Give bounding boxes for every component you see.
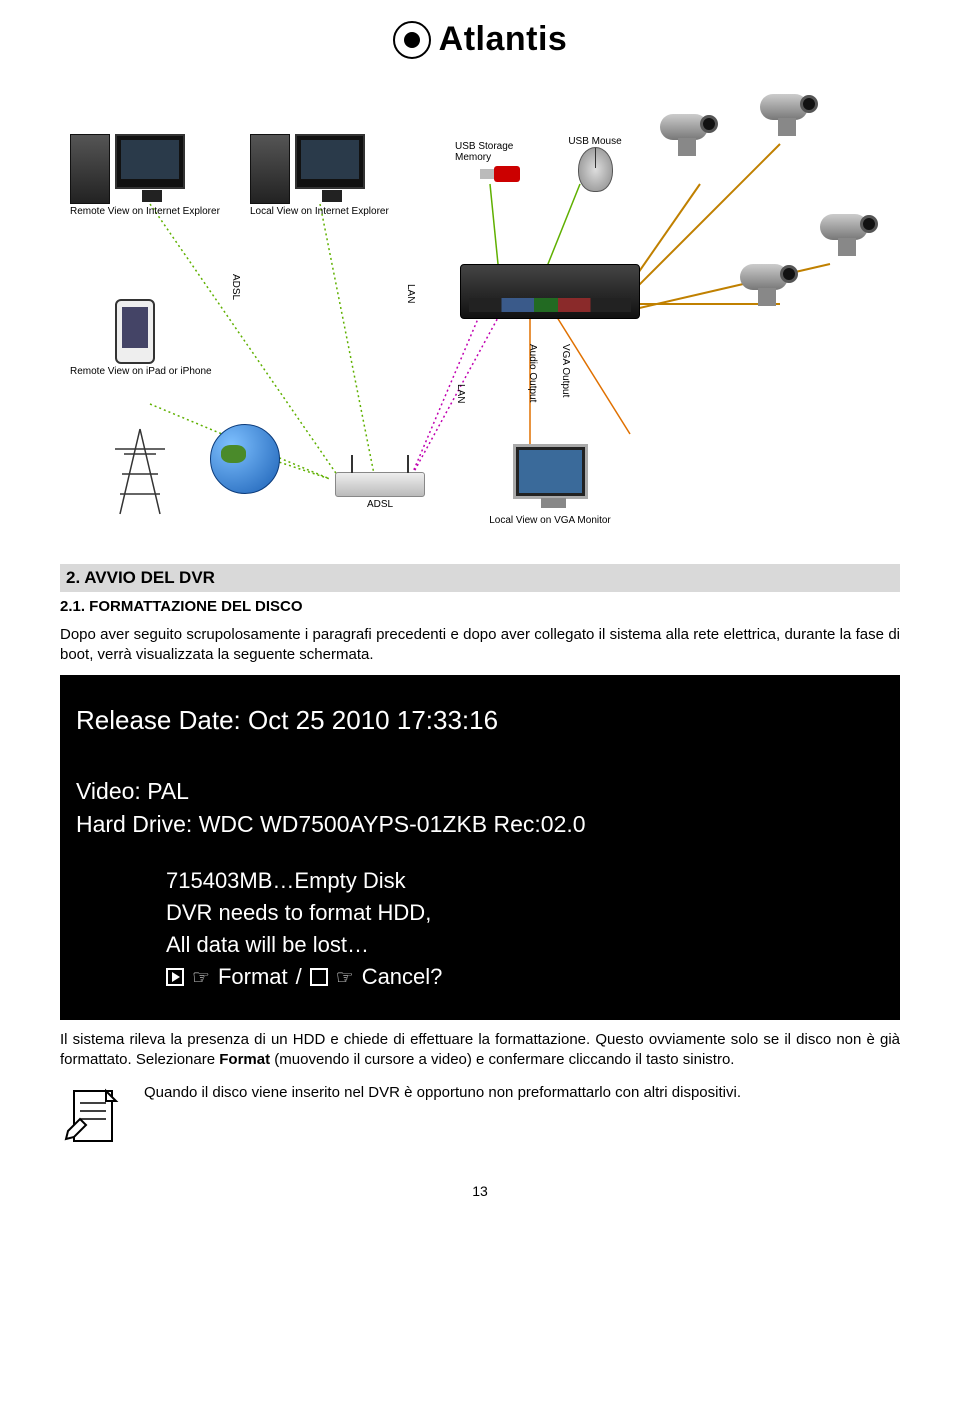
after-paragraph: Il sistema rileva la presenza di un HDD … [60,1030,900,1071]
section-subheading: 2.1. FORMATTAZIONE DEL DISCO [60,598,900,615]
section-heading: 2. AVVIO DEL DVR [60,564,900,592]
node-camera-4 [820,214,890,254]
note-row: Quando il disco viene inserito nel DVR è… [60,1083,900,1153]
stop-icon [310,968,328,986]
node-router: ADSL [320,472,440,510]
ss-hdd: Hard Drive: WDC WD7500AYPS-01ZKB Rec:02.… [76,811,884,838]
label-audio-out: Audio Output [527,344,538,402]
label-local-vga: Local View on VGA Monitor [480,515,620,526]
node-usb-mouse: USB Mouse [560,134,630,192]
ss-cancel: Cancel? [362,964,443,990]
label-local-ie: Local View on Internet Explorer [250,206,389,217]
play-icon [166,968,184,986]
label-usb-mouse: USB Mouse [560,136,630,147]
note-text: Quando il disco viene inserito nel DVR è… [144,1083,741,1103]
ss-format: Format [218,964,288,990]
node-vga-monitor: Local View on VGA Monitor [480,444,620,526]
label-lan-v2: LAN [455,384,466,403]
hand-icon-2: ☞ [336,965,354,990]
connection-diagram: Remote View on Internet Explorer Local V… [60,84,900,544]
label-usb-storage: USB Storage Memory [455,141,545,163]
node-camera-2 [760,94,830,134]
ss-video: Video: PAL [76,778,884,805]
label-remote-ie: Remote View on Internet Explorer [70,206,220,217]
logo-text: Atlantis [439,20,568,59]
label-adsl-v: ADSL [230,274,241,300]
ss-release: Release Date: Oct 25 2010 17:33:16 [76,705,884,736]
node-camera-3 [740,264,810,304]
intro-paragraph: Dopo aver seguito scrupolosamente i para… [60,625,900,666]
node-pylon [110,424,170,522]
ss-format-row: ☞ Format / ☞ Cancel? [166,964,884,990]
after-text-2: (muovendo il cursore a video) e conferma… [270,1051,734,1068]
node-camera-1 [660,114,730,154]
after-bold: Format [219,1051,270,1068]
ss-lost: All data will be lost… [166,932,884,958]
pylon-icon [110,424,170,519]
logo-icon [393,21,431,59]
node-remote-pc: Remote View on Internet Explorer [70,104,220,217]
page-number: 13 [60,1183,900,1199]
label-adsl-router: ADSL [320,499,440,510]
hand-icon-1: ☞ [192,965,210,990]
header-logo: Atlantis [60,20,900,64]
ss-size: 715403MB…Empty Disk [166,868,884,894]
boot-screenshot: Release Date: Oct 25 2010 17:33:16 Video… [60,675,900,1020]
label-remote-ipad: Remote View on iPad or iPhone [70,366,200,377]
node-globe [210,424,280,494]
ss-need: DVR needs to format HDD, [166,900,884,926]
node-local-pc: Local View on Internet Explorer [250,104,389,217]
label-lan-v1: LAN [405,284,416,303]
node-usb-storage: USB Storage Memory [455,139,545,185]
label-vga-out: VGA Output [560,344,571,397]
node-dvr [460,264,640,319]
node-iphone: Remote View on iPad or iPhone [70,299,200,377]
note-icon [60,1083,130,1153]
